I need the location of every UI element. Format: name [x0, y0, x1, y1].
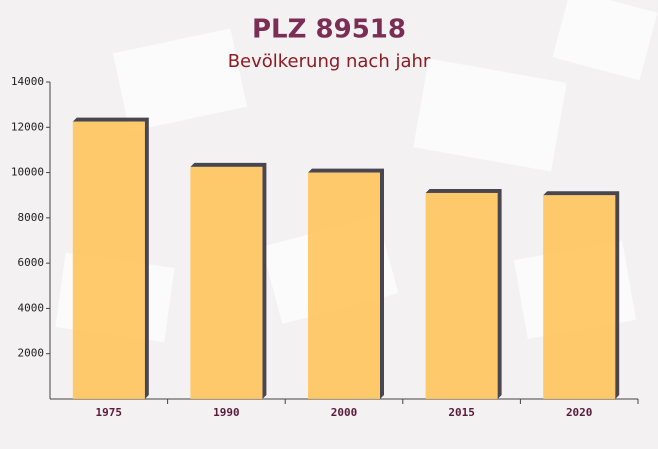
bar: [425, 192, 498, 399]
y-tick-label: 14000: [11, 75, 44, 88]
x-tick-label: 1975: [96, 406, 123, 419]
x-tick-label: 2015: [448, 406, 475, 419]
y-tick-label: 6000: [18, 256, 45, 269]
y-tick-label: 8000: [18, 211, 45, 224]
bar: [190, 166, 263, 399]
y-tick-label: 10000: [11, 166, 44, 179]
chart-title: PLZ 89518: [252, 15, 406, 45]
y-tick-label: 2000: [18, 347, 45, 360]
y-tick-label: 4000: [18, 301, 45, 314]
bar: [543, 195, 616, 399]
x-tick-label: 2000: [331, 406, 358, 419]
y-tick-label: 12000: [11, 120, 44, 133]
x-tick-label: 2020: [566, 406, 593, 419]
x-tick-label: 1990: [213, 406, 240, 419]
bar: [72, 121, 145, 399]
bar: [308, 172, 380, 399]
chart-subtitle: Bevölkerung nach jahr: [228, 51, 431, 72]
